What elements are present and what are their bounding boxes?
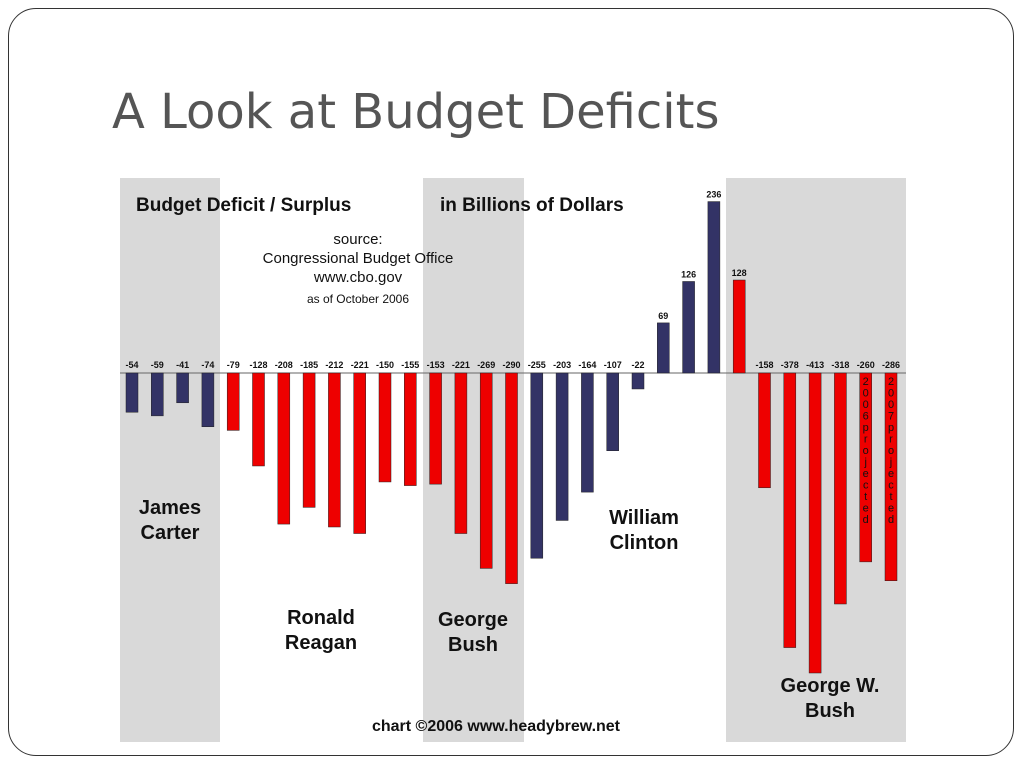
bar-value-label: -79: [227, 360, 240, 370]
bar-value-label: -286: [882, 360, 900, 370]
source-label: source:: [333, 231, 382, 248]
president-carter-line1: James: [139, 497, 201, 519]
bar-value-label: -269: [477, 360, 495, 370]
bar: [302, 372, 316, 508]
bar: [732, 279, 746, 374]
bar: [176, 372, 189, 404]
chart-title-suffix: in Billions of Dollars: [440, 195, 624, 216]
bar: [404, 372, 417, 486]
president-clinton-line1: William: [609, 507, 679, 529]
bar-value-label: -41: [176, 360, 189, 370]
bar: [328, 372, 341, 528]
bar-value-label: -378: [781, 360, 799, 370]
bar-value-label: -153: [427, 360, 445, 370]
president-gwbush-line2: Bush: [805, 700, 855, 722]
bar: [859, 372, 872, 563]
bar: [429, 372, 442, 485]
bar-value-label: -107: [604, 360, 622, 370]
bar: [808, 372, 822, 674]
slide-title: A Look at Budget Deficits: [112, 84, 720, 140]
bar-value-label: -22: [631, 360, 644, 370]
president-carter-line2: Carter: [141, 522, 200, 544]
president-reagan-line2: Reagan: [285, 632, 357, 654]
bar: [555, 372, 569, 521]
bar: [606, 372, 619, 451]
bar: [631, 372, 645, 390]
bar-value-label: -185: [300, 360, 318, 370]
bar: [657, 322, 670, 374]
president-clinton-line2: Clinton: [610, 532, 679, 554]
bar-value-label: -54: [125, 360, 138, 370]
bar: [783, 372, 797, 648]
bar-value-label: -155: [401, 360, 419, 370]
bar: [353, 372, 366, 534]
chart-credit: chart ©2006 www.headybrew.net: [372, 718, 621, 735]
bar-value-label: -212: [325, 360, 343, 370]
bar-value-label: -221: [351, 360, 369, 370]
bar-value-label: -290: [502, 360, 520, 370]
bar-value-label: 126: [681, 269, 696, 279]
bar-value-label: -74: [201, 360, 214, 370]
source-org: Congressional Budget Office: [263, 250, 454, 267]
as-of-date: as of October 2006: [307, 292, 409, 306]
bar-value-label: -260: [857, 360, 875, 370]
bar-value-label: 236: [706, 190, 721, 200]
chart-title: Budget Deficit / Surplus: [136, 195, 351, 216]
bar: [454, 372, 468, 534]
bar: [834, 372, 847, 605]
bar-value-label: -203: [553, 360, 571, 370]
bar: [151, 372, 164, 417]
bar-value-label: -208: [275, 360, 293, 370]
bar: [378, 372, 392, 483]
president-band: [120, 178, 220, 742]
bar: [201, 372, 215, 428]
bar-value-label: -318: [831, 360, 849, 370]
bar: [125, 372, 139, 413]
bar-value-label: 128: [732, 268, 747, 278]
bar: [758, 372, 771, 489]
bar: [226, 372, 240, 431]
bar-value-label: -255: [528, 360, 546, 370]
bar: [530, 372, 544, 559]
bar-value-label: -158: [755, 360, 773, 370]
bar-value-label: -164: [578, 360, 596, 370]
president-bush-line1: George: [438, 609, 508, 631]
bar-value-label: -128: [249, 360, 267, 370]
bar: [479, 372, 493, 569]
bar: [707, 201, 721, 374]
bar: [252, 372, 265, 467]
source-url: www.cbo.gov: [313, 269, 403, 286]
bar-value-label: -150: [376, 360, 394, 370]
bar: [505, 372, 518, 584]
bar-value-label: -59: [151, 360, 164, 370]
slide-frame: [8, 8, 1014, 756]
bar: [682, 281, 695, 374]
bar: [277, 372, 291, 525]
president-bush-line2: Bush: [448, 634, 498, 656]
president-reagan-line1: Ronald: [287, 607, 355, 629]
president-gwbush-line1: George W.: [781, 675, 880, 697]
bar-value-label: 69: [658, 311, 668, 321]
bar: [581, 372, 594, 493]
bar: [884, 372, 898, 581]
bar-value-label: -221: [452, 360, 470, 370]
bar-value-label: -413: [806, 360, 824, 370]
